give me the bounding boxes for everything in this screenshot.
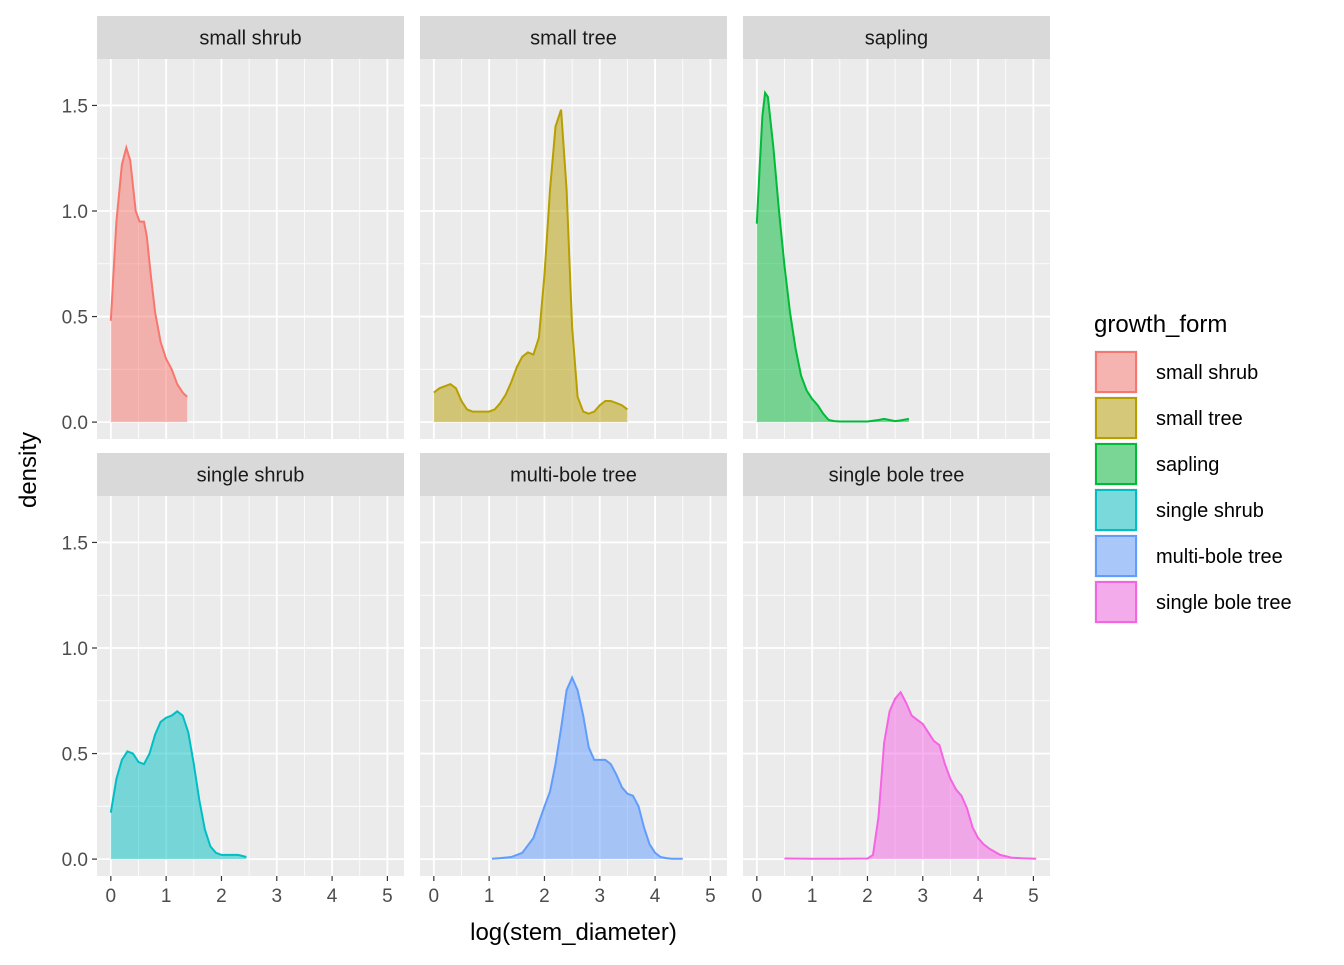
density-area-small-tree bbox=[433, 109, 628, 423]
legend-label: sapling bbox=[1156, 454, 1219, 476]
y-axis-title: density bbox=[15, 432, 42, 508]
x-tick-label: 2 bbox=[862, 886, 873, 907]
x-tick-label: 2 bbox=[216, 886, 227, 907]
facet-strip-sapling bbox=[743, 16, 1050, 59]
legend-label: single bole tree bbox=[1156, 592, 1292, 614]
y-tick-label: 0.0 bbox=[62, 850, 88, 871]
facet-strip-label-single-bole-tree: single bole tree bbox=[829, 465, 965, 487]
facet-strip-label-sapling: sapling bbox=[865, 28, 928, 50]
legend-swatch-single-bole-tree bbox=[1095, 581, 1137, 623]
facet-strip-single-bole-tree bbox=[743, 453, 1050, 496]
legend-title: growth_form bbox=[1094, 311, 1227, 338]
facet-strip-label-small-tree: small tree bbox=[530, 28, 617, 50]
facet-strip-single-shrub bbox=[97, 453, 404, 496]
facet-strip-small-tree bbox=[420, 16, 727, 59]
legend-swatch-sapling bbox=[1095, 443, 1137, 485]
x-tick-label: 5 bbox=[705, 886, 716, 907]
density-area-small-shrub bbox=[110, 147, 188, 423]
y-tick-label: 0.5 bbox=[62, 308, 88, 329]
facet-strip-label-single-shrub: single shrub bbox=[197, 465, 305, 487]
density-line-small-shrub bbox=[109, 144, 188, 398]
legend-label: small shrub bbox=[1156, 362, 1258, 384]
density-line-multi-bole-tree bbox=[491, 675, 683, 860]
x-tick-label: 3 bbox=[594, 886, 605, 907]
density-area-single-shrub bbox=[110, 711, 247, 860]
facet-strip-label-multi-bole-tree: multi-bole tree bbox=[510, 465, 637, 487]
y-tick-label: 1.5 bbox=[62, 533, 88, 554]
x-tick-label: 2 bbox=[539, 886, 550, 907]
density-area-sapling bbox=[756, 92, 909, 423]
x-tick-label: 0 bbox=[106, 886, 117, 907]
density-line-single-shrub bbox=[109, 710, 247, 858]
x-tick-label: 1 bbox=[484, 886, 495, 907]
x-tick-label: 5 bbox=[1028, 886, 1039, 907]
x-tick-label: 1 bbox=[161, 886, 172, 907]
legend-swatch-single-shrub bbox=[1095, 489, 1137, 531]
legend-swatch-small-shrub bbox=[1095, 351, 1137, 393]
density-line-sapling bbox=[755, 89, 910, 423]
x-tick-label: 0 bbox=[752, 886, 763, 907]
density-line-small-tree bbox=[433, 109, 629, 415]
x-axis-title: log(stem_diameter) bbox=[470, 919, 677, 946]
density-line-single-bole-tree bbox=[784, 690, 1037, 860]
x-tick-label: 4 bbox=[650, 886, 661, 907]
legend-swatch-multi-bole-tree bbox=[1095, 535, 1137, 577]
y-tick-label: 1.5 bbox=[62, 96, 88, 117]
y-tick-label: 0.0 bbox=[62, 413, 88, 434]
legend-swatch-small-tree bbox=[1095, 397, 1137, 439]
density-area-single-bole-tree bbox=[784, 692, 1037, 860]
facet-strip-label-small-shrub: small shrub bbox=[199, 28, 301, 50]
y-tick-label: 1.0 bbox=[62, 639, 88, 660]
density-area-multi-bole-tree bbox=[491, 677, 683, 860]
legend-label: single shrub bbox=[1156, 500, 1264, 522]
y-tick-label: 0.5 bbox=[62, 745, 88, 766]
x-tick-label: 4 bbox=[327, 886, 338, 907]
facet-strip-multi-bole-tree bbox=[420, 453, 727, 496]
facet-strip-small-shrub bbox=[97, 16, 404, 59]
y-tick-label: 1.0 bbox=[62, 202, 88, 223]
legend-label: small tree bbox=[1156, 408, 1243, 430]
x-tick-label: 3 bbox=[917, 886, 928, 907]
x-tick-label: 4 bbox=[973, 886, 984, 907]
x-tick-label: 5 bbox=[382, 886, 393, 907]
x-tick-label: 3 bbox=[271, 886, 282, 907]
x-tick-label: 1 bbox=[807, 886, 818, 907]
x-tick-label: 0 bbox=[429, 886, 440, 907]
legend-label: multi-bole tree bbox=[1156, 546, 1283, 568]
